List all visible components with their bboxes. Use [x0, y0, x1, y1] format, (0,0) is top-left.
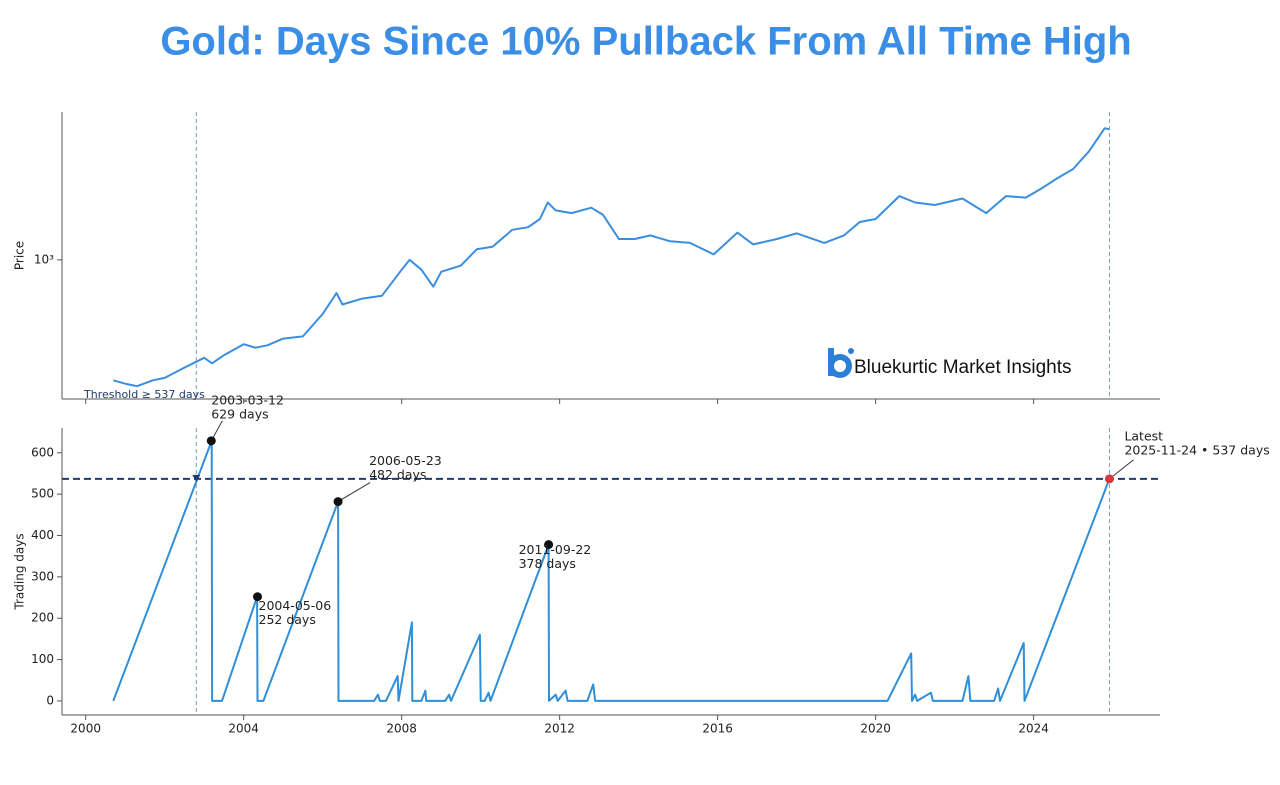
x-tick-label: 2008: [386, 722, 417, 736]
annotation-point: [253, 592, 263, 602]
annotation-text: 2006-05-23: [369, 453, 442, 468]
annotation-text: 378 days: [519, 556, 576, 571]
annotation-text: 252 days: [259, 612, 316, 627]
x-tick-label: 2024: [1018, 722, 1049, 736]
logo-text: Bluekurtic Market Insights: [854, 357, 1072, 378]
y-tick-label: 600: [31, 445, 54, 459]
annotation-text: 2003-03-12: [211, 392, 284, 407]
y-tick-label: 400: [31, 528, 54, 542]
annotation-point: [1104, 474, 1114, 484]
annotation-point: [544, 540, 554, 550]
logo-icon: [828, 354, 852, 378]
annotation-point: [206, 436, 216, 446]
annotation-point: [333, 497, 343, 507]
annotation-text: 482 days: [369, 467, 426, 482]
logo-icon: [848, 348, 854, 354]
threshold-label: Threshold ≥ 537 days: [83, 388, 205, 401]
logo: Bluekurtic Market Insights: [828, 348, 1072, 378]
x-tick-label: 2000: [70, 722, 101, 736]
x-tick-label: 2004: [228, 722, 259, 736]
y-axis-label: Price: [13, 241, 27, 270]
annotation-text: Latest: [1124, 428, 1163, 443]
y-tick-label: 200: [31, 611, 54, 625]
y-tick-label: 100: [31, 652, 54, 666]
crossing-marker: [192, 474, 201, 482]
annotation-text: 2011-09-22: [519, 542, 592, 557]
x-tick-label: 2012: [544, 722, 575, 736]
annotation-connector: [337, 482, 371, 503]
annotation-connector: [1109, 459, 1134, 480]
annotation-text: 2025-11-24 • 537 days: [1124, 442, 1269, 457]
y-tick-label: 500: [31, 487, 54, 501]
data-line: [113, 127, 1110, 388]
y-tick-label: 10³: [34, 252, 54, 266]
annotation-text: 629 days: [211, 406, 268, 421]
chart-title: Gold: Days Since 10% Pullback From All T…: [160, 20, 1131, 64]
x-tick-label: 2016: [702, 722, 733, 736]
y-axis-label: Trading days: [13, 533, 27, 610]
data-line: [112, 439, 1111, 702]
y-tick-label: 0: [46, 693, 54, 707]
x-tick-label: 2020: [860, 722, 891, 736]
annotation-text: 2004-05-06: [259, 598, 332, 613]
y-tick-label: 300: [31, 569, 54, 583]
